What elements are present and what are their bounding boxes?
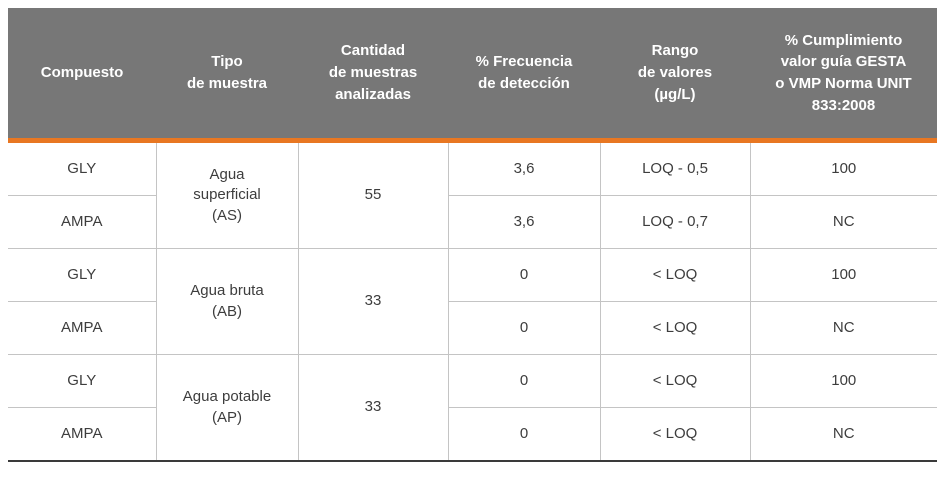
- cell-tipo-muestra: Agua superficial (AS): [155, 140, 299, 249]
- header-row: Compuesto Tipo de muestra Cantidad de mu…: [8, 8, 937, 143]
- cell-compuesto: GLY: [8, 248, 157, 302]
- cell-cantidad: 33: [297, 354, 449, 462]
- cell-compuesto: AMPA: [8, 407, 157, 462]
- table-row: AMPA 3,6 LOQ - 0,7 NC: [8, 195, 937, 249]
- results-table: Compuesto Tipo de muestra Cantidad de mu…: [8, 8, 937, 462]
- table-row: AMPA 0 < LOQ NC: [8, 407, 937, 462]
- cell-compuesto: GLY: [8, 140, 157, 196]
- column-header-frecuencia: % Frecuencia de detección: [448, 8, 600, 143]
- table-row: GLY Agua bruta (AB) 33 0 < LOQ 100: [8, 248, 937, 355]
- cell-rango: LOQ - 0,7: [599, 195, 751, 249]
- cell-frecuencia: 3,6: [447, 195, 601, 249]
- table-row: AMPA 0 < LOQ NC: [8, 301, 937, 355]
- cell-rango: < LOQ: [599, 407, 751, 462]
- cell-cumplimiento: NC: [749, 195, 937, 249]
- cell-cumplimiento: 100: [749, 248, 937, 302]
- cell-rango: < LOQ: [599, 354, 751, 408]
- cell-cumplimiento: 100: [749, 140, 937, 196]
- cell-frecuencia: 0: [447, 354, 601, 408]
- cell-frecuencia: 0: [447, 407, 601, 462]
- cell-cumplimiento: 100: [749, 354, 937, 408]
- column-header-rango: Rango de valores (µg/L): [600, 8, 750, 143]
- cell-rango: LOQ - 0,5: [599, 140, 751, 196]
- cell-frecuencia: 0: [447, 301, 601, 355]
- cell-compuesto: AMPA: [8, 195, 157, 249]
- column-header-compuesto: Compuesto: [8, 8, 156, 143]
- cell-compuesto: AMPA: [8, 301, 157, 355]
- cell-tipo-muestra: Agua bruta (AB): [155, 248, 299, 355]
- column-header-cantidad: Cantidad de muestras analizadas: [298, 8, 448, 143]
- cell-cumplimiento: NC: [749, 407, 937, 462]
- cell-tipo-muestra: Agua potable (AP): [155, 354, 299, 462]
- column-header-tipo-muestra: Tipo de muestra: [156, 8, 298, 143]
- cell-cantidad: 55: [297, 140, 449, 249]
- cell-rango: < LOQ: [599, 248, 751, 302]
- cell-cumplimiento: NC: [749, 301, 937, 355]
- table-row: GLY Agua potable (AP) 33 0 < LOQ 100: [8, 354, 937, 462]
- cell-compuesto: GLY: [8, 354, 157, 408]
- cell-rango: < LOQ: [599, 301, 751, 355]
- cell-frecuencia: 0: [447, 248, 601, 302]
- column-header-cumplimiento: % Cumplimiento valor guía GESTA o VMP No…: [750, 8, 937, 143]
- table-row: GLY Agua superficial (AS) 55 3,6 LOQ - 0…: [8, 140, 937, 249]
- cell-cantidad: 33: [297, 248, 449, 355]
- cell-frecuencia: 3,6: [447, 140, 601, 196]
